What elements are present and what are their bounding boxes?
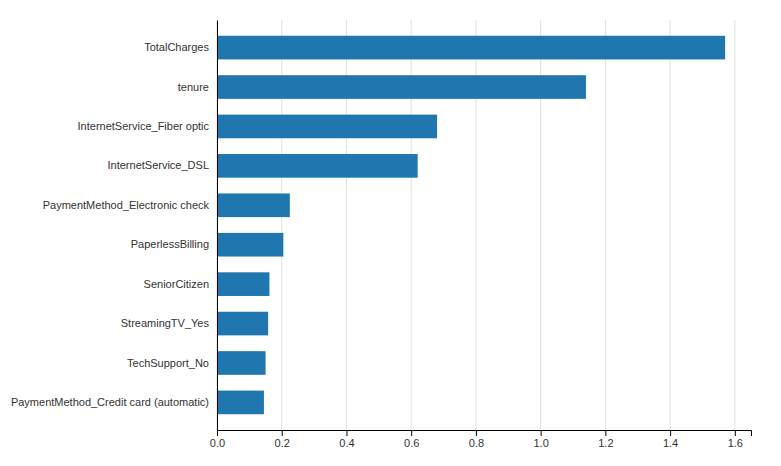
tick-label: 1.6 (728, 437, 743, 449)
bar (217, 75, 586, 99)
tick-label: 0.4 (339, 437, 354, 449)
bar (217, 391, 264, 415)
grid (217, 20, 735, 430)
grid-line (670, 20, 671, 430)
grid-line (605, 20, 606, 430)
tick: 0.2 (275, 430, 290, 449)
tick: SeniorCitizen (144, 278, 209, 290)
tick-label: 0.6 (404, 437, 419, 449)
tick-mark (541, 430, 542, 436)
tick-label: PaymentMethod_Credit card (automatic) (11, 396, 209, 408)
axis-line (218, 431, 752, 437)
tick-mark (605, 430, 606, 436)
bar (217, 115, 437, 139)
tick-label: SeniorCitizen (144, 278, 209, 290)
tick: 0.4 (339, 430, 354, 449)
plot: 0.0 0.2 0.4 0.6 0.8 1.0 1.2 1.4 1.6 TotalCharges t… (11, 20, 752, 449)
chart: 0.0 0.2 0.4 0.6 0.8 1.0 1.2 1.4 1.6 TotalCharges t… (0, 0, 781, 466)
tick: InternetService_Fiber optic (78, 120, 210, 132)
tick: 0.6 (404, 430, 419, 449)
tick: 1.2 (598, 430, 613, 449)
tick-label: TechSupport_No (127, 357, 209, 369)
bar (217, 154, 418, 178)
tick: StreamingTV_Yes (121, 317, 210, 329)
category-axis: TotalCharges tenure InternetService_Fiber … (11, 21, 218, 431)
bar (217, 233, 283, 257)
tick: 0.8 (469, 430, 484, 449)
bar (217, 351, 266, 375)
tick-mark (217, 430, 218, 436)
tick-label: 1.4 (663, 437, 678, 449)
tick-mark (476, 430, 477, 436)
tick-mark (282, 430, 283, 436)
axis-line (217, 21, 218, 431)
tick-mark (346, 430, 347, 436)
tick-label: TotalCharges (144, 41, 209, 53)
tick-label: tenure (178, 81, 209, 93)
tick: 0.0 (210, 430, 225, 449)
tick-label: 0.0 (210, 437, 225, 449)
tick-label: 0.2 (275, 437, 290, 449)
tick: 1.4 (663, 430, 678, 449)
tick: PaperlessBilling (131, 238, 209, 250)
tick: TotalCharges (144, 41, 209, 53)
bar (217, 193, 290, 217)
tick: InternetService_DSL (108, 159, 210, 171)
tick-label: InternetService_Fiber optic (78, 120, 210, 132)
bar (217, 36, 725, 60)
tick: 1.6 (728, 430, 743, 449)
tick-label: PaymentMethod_Electronic check (43, 199, 210, 211)
tick-label: PaperlessBilling (131, 238, 209, 250)
tick: 1.0 (533, 430, 548, 449)
tick-label: StreamingTV_Yes (121, 317, 210, 329)
grid-line (734, 20, 735, 430)
bar (217, 272, 269, 296)
tick-label: 0.8 (469, 437, 484, 449)
tick: tenure (178, 81, 209, 93)
tick: TechSupport_No (127, 357, 209, 369)
tick: PaymentMethod_Credit card (automatic) (11, 396, 209, 408)
tick-label: InternetService_DSL (108, 159, 210, 171)
bar (217, 312, 268, 336)
tick-mark (411, 430, 412, 436)
bars (217, 36, 725, 414)
tick-mark (735, 430, 736, 436)
value-axis: 0.0 0.2 0.4 0.6 0.8 1.0 1.2 1.4 1.6 (210, 430, 752, 449)
tick-mark (670, 430, 671, 436)
tick: PaymentMethod_Electronic check (43, 199, 210, 211)
grid-line (217, 20, 218, 430)
tick-label: 1.0 (533, 437, 548, 449)
tick-label: 1.2 (598, 437, 613, 449)
